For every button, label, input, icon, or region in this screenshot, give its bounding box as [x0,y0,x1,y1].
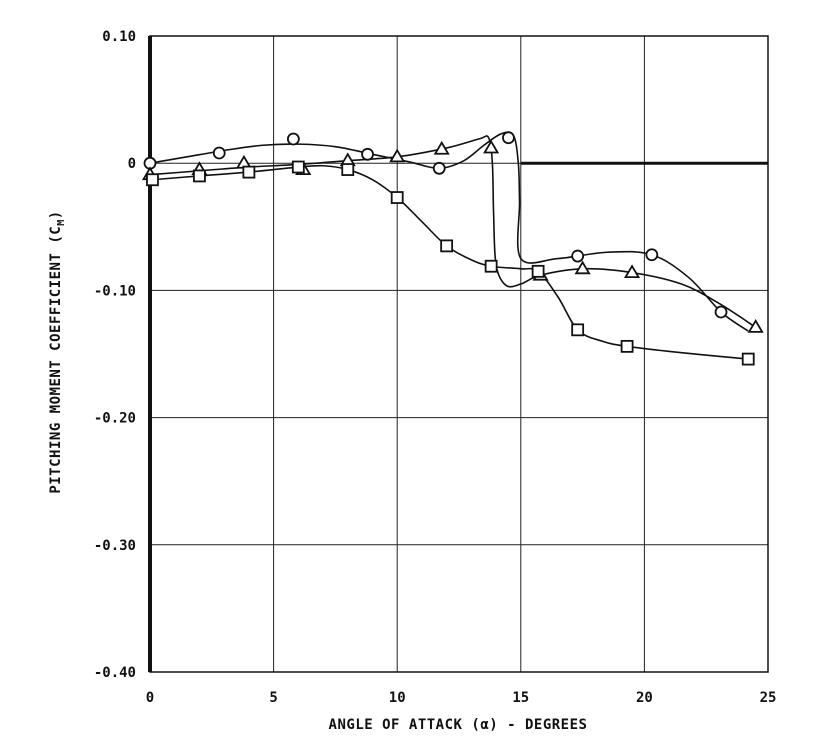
data-point-circle-1 [212,146,226,160]
x-tick-label-5: 25 [760,690,777,706]
x-tick-label-2: 10 [389,690,406,706]
data-point-square-7 [484,259,498,273]
y-tick-label-2: -0.10 [94,283,136,299]
data-point-circle-8 [714,305,728,319]
y-tick-label-5: -0.40 [94,665,136,681]
data-point-square-4 [341,163,355,176]
grid-lines [149,35,769,673]
plot-frame [148,35,769,673]
y-axis-title-main: PITCHING MOMENT COEFFICIENT (C [48,226,64,494]
data-point-square-3 [291,160,305,174]
data-point-square-5 [390,191,404,204]
x-tick-label-1: 5 [269,690,277,706]
data-point-square-2 [242,165,256,179]
x-tick-label-3: 15 [512,690,529,706]
data-point-circle-3 [361,147,374,161]
y-axis-title-close: ) [48,210,64,219]
y-axis-title-subscript: M [56,219,67,226]
data-point-square-1 [193,169,206,183]
data-point-square-11 [741,352,755,366]
x-tick-labels: 0 5 10 15 20 25 [146,690,777,706]
data-point-triangle-5 [389,148,406,163]
data-point-circle-5 [502,131,515,145]
data-point-triangle-7 [483,139,500,154]
series-markers [141,131,764,366]
y-tick-label-4: -0.30 [94,538,136,554]
x-tick-label-0: 0 [146,690,154,706]
data-point-square-8 [531,264,545,278]
y-tick-label-0: 0.10 [102,29,136,45]
data-point-square-9 [571,323,585,337]
data-point-triangle-6 [433,140,450,155]
data-point-triangle-11 [747,319,764,333]
data-point-circle-7 [645,248,659,262]
data-point-square-10 [620,339,634,353]
data-point-square-0 [146,173,159,187]
x-axis-title: ANGLE OF ATTACK (α) - DEGREES [329,717,588,733]
series-circle-curve [149,131,749,332]
x-tick-label-4: 20 [636,690,653,706]
y-tick-labels: 0.10 0 -0.10 -0.20 -0.30 -0.40 [94,29,136,681]
plot-border [149,35,769,673]
data-point-circle-2 [286,132,300,146]
data-point-triangle-10 [623,264,641,279]
series-square-curve [152,164,749,360]
data-point-triangle-9 [574,260,591,275]
data-point-circle-4 [432,161,446,175]
data-point-circle-6 [571,249,585,263]
y-tick-label-1: 0 [128,156,136,172]
y-axis-title: PITCHING MOMENT COEFFICIENT (CM) [48,210,67,493]
y-tick-label-3: -0.20 [94,411,136,427]
data-point-square-6 [440,239,454,253]
